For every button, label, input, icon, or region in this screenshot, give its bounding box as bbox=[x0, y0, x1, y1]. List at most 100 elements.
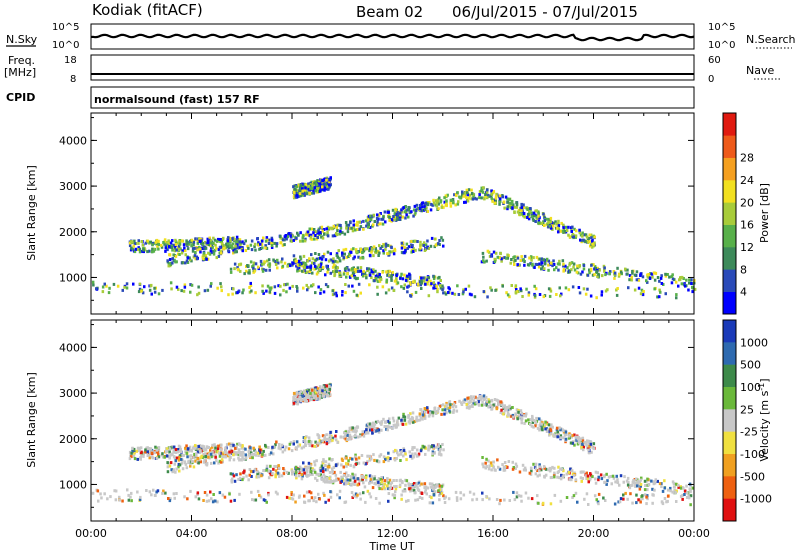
echo-cell bbox=[338, 259, 342, 263]
echo-cell bbox=[368, 458, 372, 462]
echo-cell bbox=[190, 259, 193, 263]
echo-cell bbox=[268, 268, 271, 272]
echo-cell bbox=[283, 283, 286, 287]
echo-cell bbox=[480, 186, 483, 190]
echo-cell bbox=[290, 496, 293, 500]
echo-cell bbox=[160, 245, 164, 249]
echo-cell bbox=[164, 244, 168, 248]
echo-cell bbox=[377, 222, 381, 226]
echo-cell bbox=[329, 176, 332, 180]
echo-cell bbox=[438, 196, 441, 200]
echo-cell bbox=[184, 446, 187, 450]
echo-cell bbox=[529, 207, 532, 210]
echo-cell bbox=[180, 289, 183, 293]
echo-cell bbox=[387, 213, 391, 216]
echo-cell bbox=[400, 241, 404, 245]
echo-cell bbox=[434, 485, 437, 489]
echo-cell bbox=[344, 482, 347, 486]
echo-cell bbox=[214, 243, 217, 247]
echo-cell bbox=[302, 436, 306, 440]
echo-cell bbox=[672, 491, 676, 495]
echo-cell bbox=[482, 255, 485, 259]
echo-cell bbox=[254, 248, 257, 252]
echo-cell bbox=[465, 403, 468, 406]
echo-cell bbox=[434, 203, 437, 207]
echo-cell bbox=[523, 260, 526, 263]
echo-cell bbox=[466, 398, 469, 402]
echo-cell bbox=[423, 407, 427, 410]
y-tick-label: 2000 bbox=[59, 226, 87, 239]
colorbar-tick-label: 24 bbox=[740, 174, 754, 187]
echo-cell bbox=[536, 494, 539, 498]
echo-cell bbox=[671, 480, 675, 484]
echo-cell bbox=[373, 458, 376, 462]
echo-cell bbox=[323, 478, 326, 482]
echo-cell bbox=[304, 186, 307, 190]
echo-cell bbox=[525, 412, 528, 416]
echo-cell bbox=[141, 291, 145, 295]
echo-cell bbox=[329, 271, 332, 275]
echo-cell bbox=[392, 479, 395, 482]
echo-cell bbox=[351, 496, 354, 499]
echo-cell bbox=[313, 186, 316, 190]
echo-cell bbox=[192, 465, 196, 469]
echo-cell bbox=[199, 247, 202, 251]
echo-cell bbox=[244, 249, 248, 252]
echo-cell bbox=[462, 290, 465, 294]
echo-cell bbox=[133, 457, 137, 461]
echo-cell bbox=[302, 445, 306, 449]
echo-cell bbox=[345, 471, 348, 475]
echo-cell bbox=[332, 224, 336, 228]
echo-cell bbox=[664, 272, 667, 276]
echo-cell bbox=[248, 473, 251, 477]
echo-cell bbox=[219, 239, 222, 243]
echo-cell bbox=[323, 188, 326, 192]
echo-cell bbox=[438, 450, 441, 454]
echo-cell bbox=[236, 291, 239, 295]
echo-cell bbox=[313, 267, 316, 271]
echo-cell bbox=[381, 270, 384, 274]
echo-cell bbox=[326, 285, 330, 289]
echo-cell bbox=[661, 489, 665, 493]
echo-cell bbox=[231, 242, 235, 246]
echo-cell bbox=[253, 242, 257, 246]
echo-cell bbox=[304, 183, 308, 187]
echo-cell bbox=[542, 258, 545, 262]
echo-cell bbox=[292, 261, 295, 265]
echo-cell bbox=[445, 401, 448, 405]
echo-cell bbox=[440, 487, 443, 491]
echo-cell bbox=[475, 400, 478, 404]
echo-cell bbox=[288, 496, 291, 500]
echo-cell bbox=[574, 491, 578, 495]
echo-cell bbox=[581, 231, 584, 235]
echo-cell bbox=[357, 250, 360, 254]
echo-cell bbox=[295, 468, 298, 471]
echo-cell bbox=[528, 210, 531, 214]
echo-cell bbox=[570, 230, 573, 233]
echo-cell bbox=[439, 279, 442, 282]
echo-cell bbox=[466, 193, 469, 197]
echo-cell bbox=[338, 496, 341, 500]
echo-cell bbox=[354, 457, 358, 461]
echo-cell bbox=[581, 436, 585, 440]
echo-cell bbox=[329, 430, 332, 434]
echo-cell bbox=[582, 470, 585, 474]
echo-cell bbox=[352, 273, 355, 277]
echo-cell bbox=[645, 479, 648, 483]
echo-cell bbox=[390, 246, 393, 250]
echo-cell bbox=[595, 296, 598, 300]
echo-cell bbox=[390, 218, 393, 222]
echo-cell bbox=[645, 502, 648, 506]
echo-cell bbox=[333, 292, 336, 296]
freq-panel: Freq. [MHz] 18 8 60 0 Nave bbox=[4, 54, 780, 85]
echo-cell bbox=[270, 447, 274, 451]
echo-cell bbox=[149, 240, 152, 244]
echo-cell bbox=[672, 485, 676, 489]
echo-cell bbox=[199, 250, 202, 254]
echo-cell bbox=[160, 243, 163, 247]
echo-cell bbox=[306, 230, 310, 234]
echo-cell bbox=[107, 291, 111, 295]
echo-cell bbox=[242, 450, 245, 454]
echo-cell bbox=[670, 281, 674, 285]
echo-cell bbox=[276, 258, 279, 262]
